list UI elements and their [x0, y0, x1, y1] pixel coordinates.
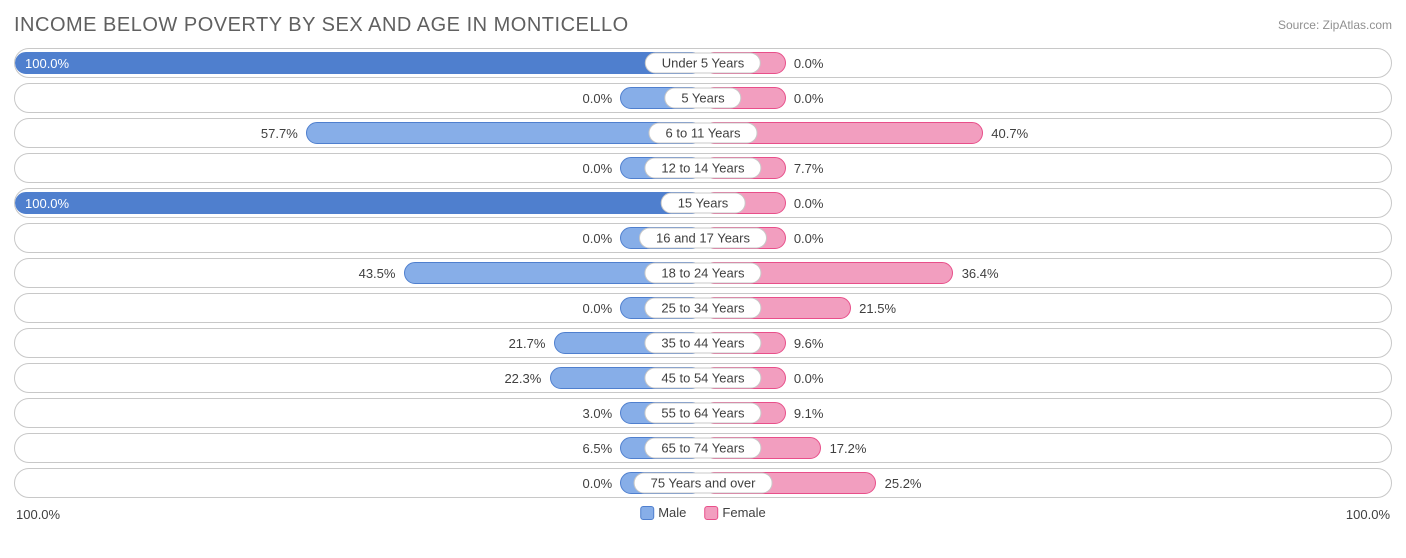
legend-female: Female: [704, 505, 765, 520]
female-value: 0.0%: [794, 364, 824, 392]
female-value: 0.0%: [794, 84, 824, 112]
category-label: 35 to 44 Years: [644, 333, 761, 354]
chart-source: Source: ZipAtlas.com: [1278, 18, 1392, 32]
axis-max-left: 100.0%: [16, 507, 60, 522]
legend-swatch-female: [704, 506, 718, 520]
axis-max-right: 100.0%: [1346, 507, 1390, 522]
chart-title: INCOME BELOW POVERTY BY SEX AND AGE IN M…: [14, 14, 629, 37]
legend-male: Male: [640, 505, 686, 520]
male-value: 0.0%: [583, 294, 613, 322]
chart-plot-area: 100.0% 0.0% Under 5 Years 0.0% 0.0% 5 Years 57…: [14, 48, 1392, 498]
male-value: 100.0%: [15, 49, 79, 77]
female-value: 7.7%: [794, 154, 824, 182]
female-value: 0.0%: [794, 49, 824, 77]
male-value: 0.0%: [583, 469, 613, 497]
legend-label-female: Female: [722, 505, 765, 520]
poverty-by-sex-age-chart: INCOME BELOW POVERTY BY SEX AND AGE IN M…: [0, 0, 1406, 558]
male-bar: [15, 192, 703, 214]
chart-row: 57.7% 40.7% 6 to 11 Years: [14, 118, 1392, 148]
chart-row: 100.0% 0.0% Under 5 Years: [14, 48, 1392, 78]
female-value: 36.4%: [962, 259, 999, 287]
male-value: 6.5%: [583, 434, 613, 462]
chart-row: 6.5% 17.2% 65 to 74 Years: [14, 433, 1392, 463]
chart-header: INCOME BELOW POVERTY BY SEX AND AGE IN M…: [14, 8, 1392, 42]
male-value: 0.0%: [583, 154, 613, 182]
category-label: 25 to 34 Years: [644, 298, 761, 319]
male-value: 43.5%: [359, 259, 396, 287]
category-label: 5 Years: [664, 88, 741, 109]
category-label: 45 to 54 Years: [644, 368, 761, 389]
chart-row: 21.7% 9.6% 35 to 44 Years: [14, 328, 1392, 358]
female-value: 21.5%: [859, 294, 896, 322]
category-label: 75 Years and over: [634, 473, 773, 494]
chart-row: 0.0% 7.7% 12 to 14 Years: [14, 153, 1392, 183]
male-value: 0.0%: [583, 224, 613, 252]
category-label: 12 to 14 Years: [644, 158, 761, 179]
male-value: 22.3%: [504, 364, 541, 392]
female-value: 40.7%: [991, 119, 1028, 147]
female-value: 25.2%: [885, 469, 922, 497]
chart-row: 0.0% 21.5% 25 to 34 Years: [14, 293, 1392, 323]
male-value: 100.0%: [15, 189, 79, 217]
chart-row: 22.3% 0.0% 45 to 54 Years: [14, 363, 1392, 393]
male-bar: [15, 52, 703, 74]
female-value: 9.6%: [794, 329, 824, 357]
chart-row: 3.0% 9.1% 55 to 64 Years: [14, 398, 1392, 428]
chart-row: 0.0% 0.0% 5 Years: [14, 83, 1392, 113]
male-bar: [306, 122, 703, 144]
male-value: 21.7%: [509, 329, 546, 357]
female-value: 0.0%: [794, 189, 824, 217]
chart-row: 100.0% 0.0% 15 Years: [14, 188, 1392, 218]
legend-swatch-male: [640, 506, 654, 520]
legend-label-male: Male: [658, 505, 686, 520]
chart-legend: Male Female: [640, 505, 766, 520]
category-label: 6 to 11 Years: [649, 123, 758, 144]
chart-row: 0.0% 25.2% 75 Years and over: [14, 468, 1392, 498]
male-value: 0.0%: [583, 84, 613, 112]
category-label: 18 to 24 Years: [644, 263, 761, 284]
female-value: 17.2%: [830, 434, 867, 462]
male-value: 57.7%: [261, 119, 298, 147]
chart-row: 43.5% 36.4% 18 to 24 Years: [14, 258, 1392, 288]
female-value: 9.1%: [794, 399, 824, 427]
male-value: 3.0%: [583, 399, 613, 427]
chart-row: 0.0% 0.0% 16 and 17 Years: [14, 223, 1392, 253]
category-label: 55 to 64 Years: [644, 403, 761, 424]
female-value: 0.0%: [794, 224, 824, 252]
category-label: 16 and 17 Years: [639, 228, 767, 249]
category-label: Under 5 Years: [645, 53, 761, 74]
chart-footer: 100.0% Male Female 100.0%: [14, 503, 1392, 531]
category-label: 65 to 74 Years: [644, 438, 761, 459]
category-label: 15 Years: [661, 193, 746, 214]
